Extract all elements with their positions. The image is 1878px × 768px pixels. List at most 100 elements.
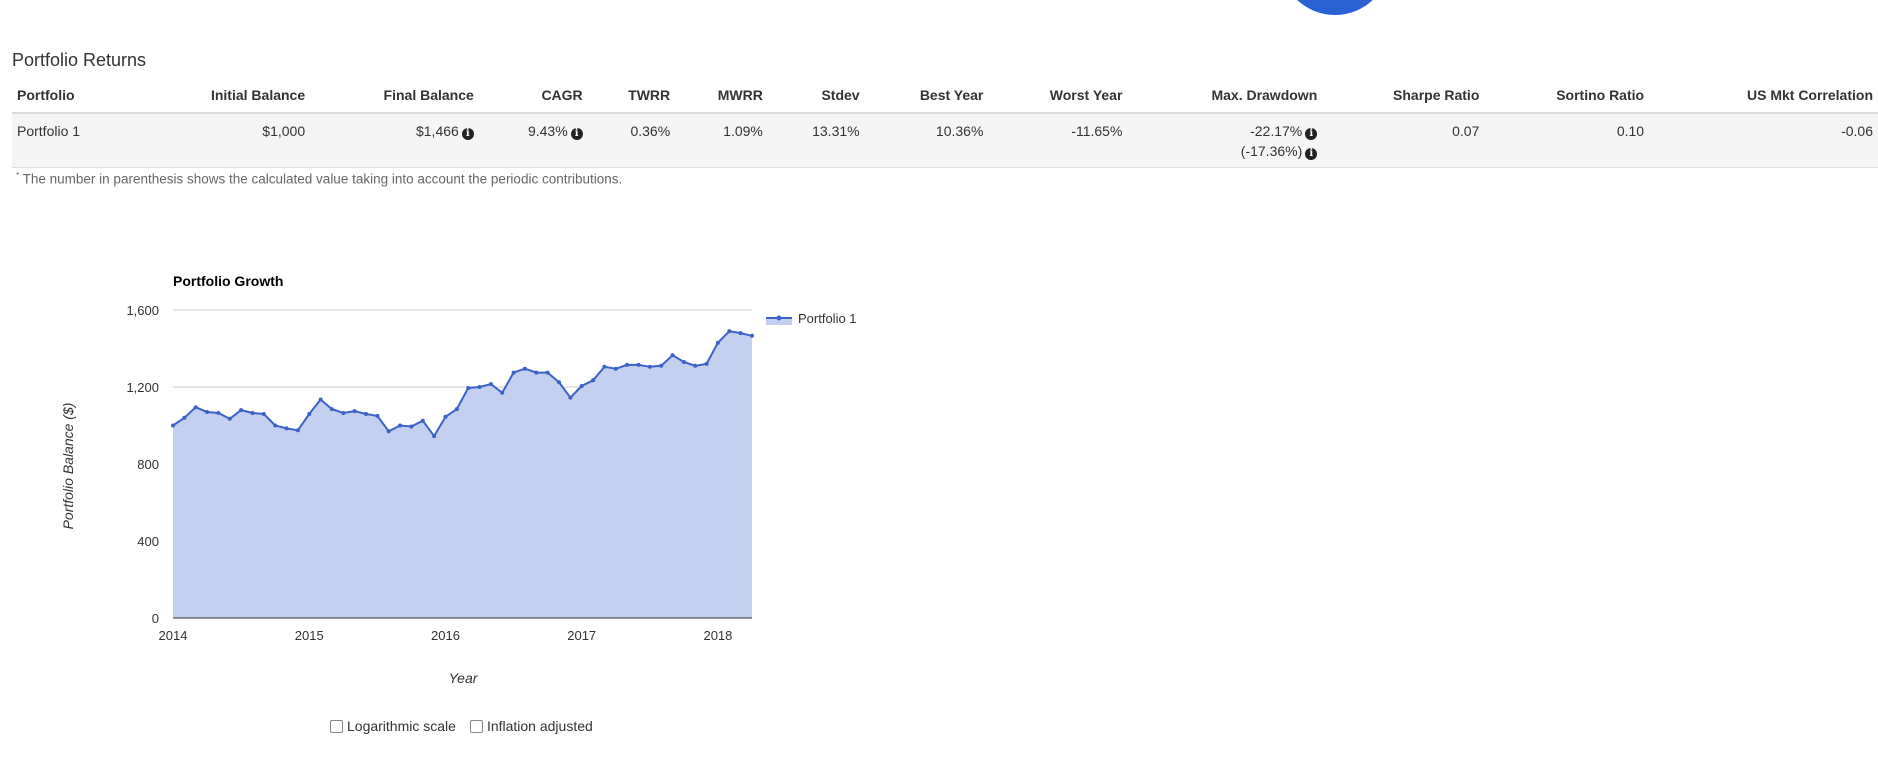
data-point[interactable]: [704, 361, 709, 366]
inflation-toggle[interactable]: Inflation adjusted: [469, 718, 593, 734]
data-point[interactable]: [432, 434, 437, 439]
x-tick-label: 2014: [159, 628, 188, 643]
data-point[interactable]: [193, 405, 198, 410]
data-point[interactable]: [329, 407, 334, 412]
data-point[interactable]: [318, 397, 323, 402]
data-point[interactable]: [216, 411, 221, 415]
data-point[interactable]: [398, 423, 403, 428]
cell-max-drawdown: -22.17% i (-17.36%) i: [1127, 113, 1323, 168]
data-point[interactable]: [182, 415, 187, 420]
cell-mwrr: 1.09%: [675, 113, 768, 168]
data-point[interactable]: [443, 414, 448, 419]
data-point[interactable]: [341, 411, 346, 415]
data-point[interactable]: [488, 382, 493, 387]
x-tick-label: 2017: [567, 628, 596, 643]
data-point[interactable]: [534, 370, 539, 375]
log-scale-label: Logarithmic scale: [347, 718, 456, 734]
chart-legend[interactable]: Portfolio 1: [766, 311, 857, 326]
y-tick-label: 800: [137, 457, 159, 472]
header-initial-balance: Initial Balance: [134, 84, 311, 114]
y-tick-label: 0: [152, 611, 159, 626]
inflation-label: Inflation adjusted: [486, 718, 593, 734]
max-drawdown-contrib-line: (-17.36%) i: [1132, 141, 1318, 161]
data-point[interactable]: [352, 409, 357, 414]
data-point[interactable]: [295, 428, 300, 433]
chart-title: Portfolio Growth: [173, 273, 283, 289]
data-point[interactable]: [307, 412, 312, 416]
data-point[interactable]: [693, 363, 698, 368]
data-point[interactable]: [171, 423, 175, 428]
data-point[interactable]: [261, 412, 266, 416]
data-point[interactable]: [522, 366, 527, 371]
header-max-drawdown: Max. Drawdown: [1127, 84, 1323, 114]
cell-initial-balance: $1,000: [134, 113, 311, 168]
log-scale-toggle[interactable]: Logarithmic scale: [330, 718, 456, 734]
inflation-checkbox[interactable]: [469, 719, 483, 733]
data-point[interactable]: [738, 331, 743, 336]
cell-twrr: 0.36%: [587, 113, 676, 168]
data-point[interactable]: [477, 385, 482, 389]
info-icon[interactable]: i: [461, 128, 474, 140]
data-point[interactable]: [205, 410, 210, 414]
data-point[interactable]: [250, 411, 255, 415]
header-worst-year: Worst Year: [988, 84, 1128, 114]
data-point[interactable]: [568, 395, 573, 400]
data-point[interactable]: [386, 429, 391, 434]
header-twrr: TWRR: [587, 84, 676, 114]
data-point[interactable]: [273, 423, 278, 428]
data-point[interactable]: [557, 380, 561, 385]
data-point[interactable]: [715, 340, 720, 345]
data-point[interactable]: [670, 353, 675, 358]
data-point[interactable]: [681, 360, 686, 364]
x-tick-label: 2015: [295, 628, 324, 643]
data-point[interactable]: [239, 408, 244, 413]
data-point[interactable]: [727, 329, 732, 334]
data-point[interactable]: [591, 378, 596, 383]
header-us-mkt-correlation: US Mkt Correlation: [1649, 84, 1878, 114]
info-icon[interactable]: i: [1305, 148, 1318, 160]
data-point[interactable]: [227, 416, 232, 421]
data-point[interactable]: [364, 412, 368, 416]
data-point[interactable]: [409, 424, 414, 429]
data-point[interactable]: [420, 418, 425, 423]
cell-sharpe-ratio: 0.07: [1322, 113, 1485, 168]
log-scale-checkbox[interactable]: [330, 719, 343, 733]
x-tick-label: 2018: [703, 628, 732, 643]
cell-sortino-ratio: 0.10: [1484, 113, 1650, 168]
data-point[interactable]: [284, 426, 289, 431]
area-layer: [172, 330, 753, 619]
header-best-year: Best Year: [864, 84, 989, 114]
data-point[interactable]: [466, 386, 471, 390]
final-balance-value: $1,466: [415, 123, 459, 139]
info-icon[interactable]: i: [1305, 128, 1318, 140]
data-point[interactable]: [636, 362, 641, 367]
x-tick-label: 2016: [431, 628, 460, 643]
y-axis-label: Portfolio Balance ($): [60, 403, 76, 530]
footnote: * The number in parenthesis shows the ca…: [16, 171, 622, 187]
legend-label[interactable]: Portfolio 1: [798, 311, 857, 326]
data-point[interactable]: [750, 333, 754, 338]
data-point[interactable]: [545, 370, 550, 375]
data-point[interactable]: [659, 363, 664, 368]
data-point[interactable]: [602, 364, 607, 369]
x-axis-ticks: 2014 2015 2016 2017 2018: [159, 628, 733, 643]
data-point[interactable]: [613, 366, 618, 371]
data-point[interactable]: [500, 390, 505, 395]
header-cagr: CAGR: [478, 84, 588, 114]
data-point[interactable]: [579, 384, 584, 388]
data-point[interactable]: [647, 364, 652, 369]
data-point[interactable]: [375, 413, 380, 418]
data-point[interactable]: [625, 362, 630, 367]
header-mwrr: MWRR: [675, 84, 768, 114]
y-tick-label: 1,200: [126, 380, 159, 395]
max-drawdown-value: -22.17%: [1250, 123, 1303, 139]
y-tick-label: 1,600: [126, 303, 159, 318]
header-final-balance: Final Balance: [310, 84, 479, 114]
data-point[interactable]: [511, 370, 516, 375]
data-point[interactable]: [454, 407, 459, 412]
header-sortino-ratio: Sortino Ratio: [1484, 84, 1650, 114]
info-icon[interactable]: i: [570, 128, 583, 140]
footnote-text: The number in parenthesis shows the calc…: [22, 171, 623, 187]
y-axis-ticks: 0 400 800 1,200 1,600: [126, 303, 159, 626]
